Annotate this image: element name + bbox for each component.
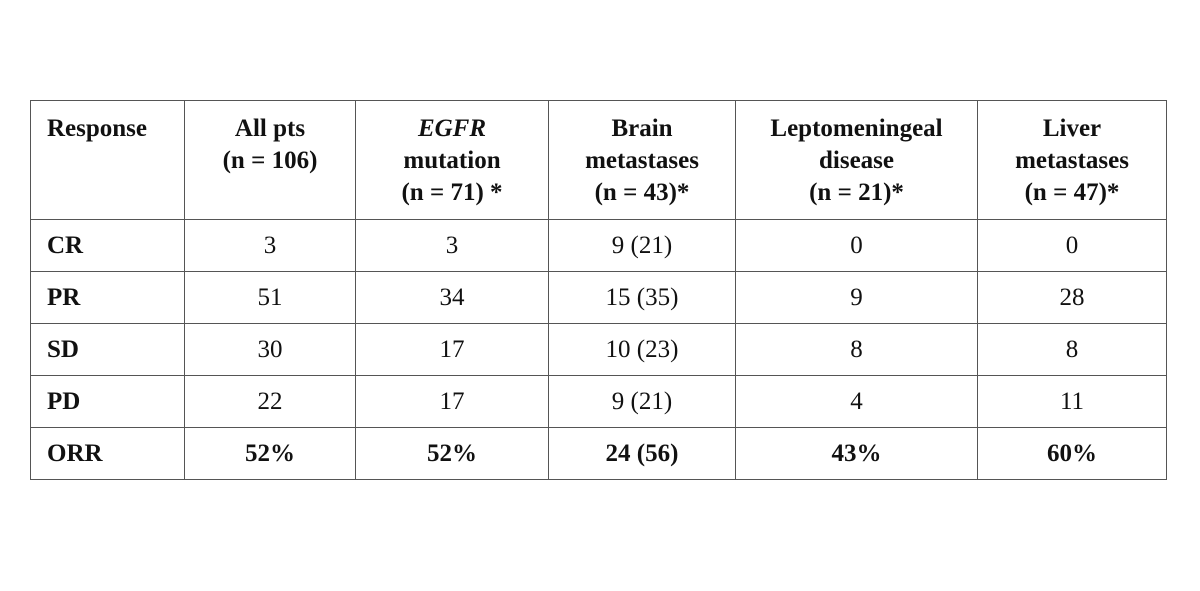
row-label: PR bbox=[30, 271, 185, 324]
header-line: (n = 43)* bbox=[594, 179, 690, 206]
table-cell: 51 bbox=[184, 271, 356, 324]
header-cell: Leptomeningeal disease (n = 21)* bbox=[735, 100, 978, 220]
table-cell: 52% bbox=[355, 427, 549, 480]
header-cell: All pts (n = 106) bbox=[184, 100, 356, 220]
table-cell: 34 bbox=[355, 271, 549, 324]
table-cell: 3 bbox=[184, 219, 356, 272]
header-row: Response All pts (n = 106) EGFR mutation (n =… bbox=[30, 100, 1167, 220]
row-label: CR bbox=[30, 219, 185, 272]
table-cell: 43% bbox=[735, 427, 978, 480]
table-cell: 8 bbox=[977, 323, 1167, 376]
header-cell: EGFR mutation (n = 71) * bbox=[355, 100, 549, 220]
table-row: PR 51 34 15 (35) 9 28 bbox=[30, 271, 1167, 324]
table-cell: 4 bbox=[735, 375, 978, 428]
table-cell: 10 (23) bbox=[548, 323, 736, 376]
header-line: (n = 106) bbox=[222, 147, 318, 174]
header-line: Brain bbox=[611, 115, 673, 142]
table-cell: 28 bbox=[977, 271, 1167, 324]
header-line: metastases bbox=[1015, 147, 1129, 174]
table-cell: 22 bbox=[184, 375, 356, 428]
header-line: Leptomeningeal bbox=[770, 115, 943, 142]
table-cell: 3 bbox=[355, 219, 549, 272]
table-cell: 0 bbox=[735, 219, 978, 272]
table-cell: 11 bbox=[977, 375, 1167, 428]
header-line: disease bbox=[819, 147, 894, 174]
header-line: All pts bbox=[234, 115, 306, 142]
table-cell: 9 (21) bbox=[548, 219, 736, 272]
table-row: ORR 52% 52% 24 (56) 43% 60% bbox=[30, 427, 1167, 480]
table-header: Response All pts (n = 106) EGFR mutation (n =… bbox=[30, 100, 1167, 220]
table-cell: 17 bbox=[355, 375, 549, 428]
table-cell: 9 bbox=[735, 271, 978, 324]
header-cell: Response bbox=[30, 100, 185, 220]
row-label: PD bbox=[30, 375, 185, 428]
header-line: EGFR bbox=[417, 115, 487, 142]
header-cell: Brain metastases (n = 43)* bbox=[548, 100, 736, 220]
table-cell: 30 bbox=[184, 323, 356, 376]
table-cell: 52% bbox=[184, 427, 356, 480]
table-cell: 9 (21) bbox=[548, 375, 736, 428]
row-label: ORR bbox=[30, 427, 185, 480]
response-table: Response All pts (n = 106) EGFR mutation (n =… bbox=[30, 100, 1167, 480]
header-cell: Liver metastases (n = 47)* bbox=[977, 100, 1167, 220]
table-cell: 17 bbox=[355, 323, 549, 376]
table-row: SD 30 17 10 (23) 8 8 bbox=[30, 323, 1167, 376]
table-cell: 0 bbox=[977, 219, 1167, 272]
table-row: CR 3 3 9 (21) 0 0 bbox=[30, 219, 1167, 272]
header-line: metastases bbox=[585, 147, 699, 174]
row-label: SD bbox=[30, 323, 185, 376]
header-line: mutation bbox=[403, 147, 501, 174]
header-line: Response bbox=[47, 115, 148, 142]
table-cell: 8 bbox=[735, 323, 978, 376]
table-body: CR 3 3 9 (21) 0 0 PR 51 34 15 (35) 9 28 SD 30 17 10 (23… bbox=[30, 219, 1167, 480]
table-row: PD 22 17 9 (21) 4 11 bbox=[30, 375, 1167, 428]
header-line: (n = 71) * bbox=[401, 179, 503, 206]
table-cell: 60% bbox=[977, 427, 1167, 480]
table-cell: 15 (35) bbox=[548, 271, 736, 324]
header-line: (n = 21)* bbox=[809, 179, 904, 206]
header-line: (n = 47)* bbox=[1024, 179, 1120, 206]
header-line: Liver bbox=[1042, 115, 1102, 142]
table-cell: 24 (56) bbox=[548, 427, 736, 480]
